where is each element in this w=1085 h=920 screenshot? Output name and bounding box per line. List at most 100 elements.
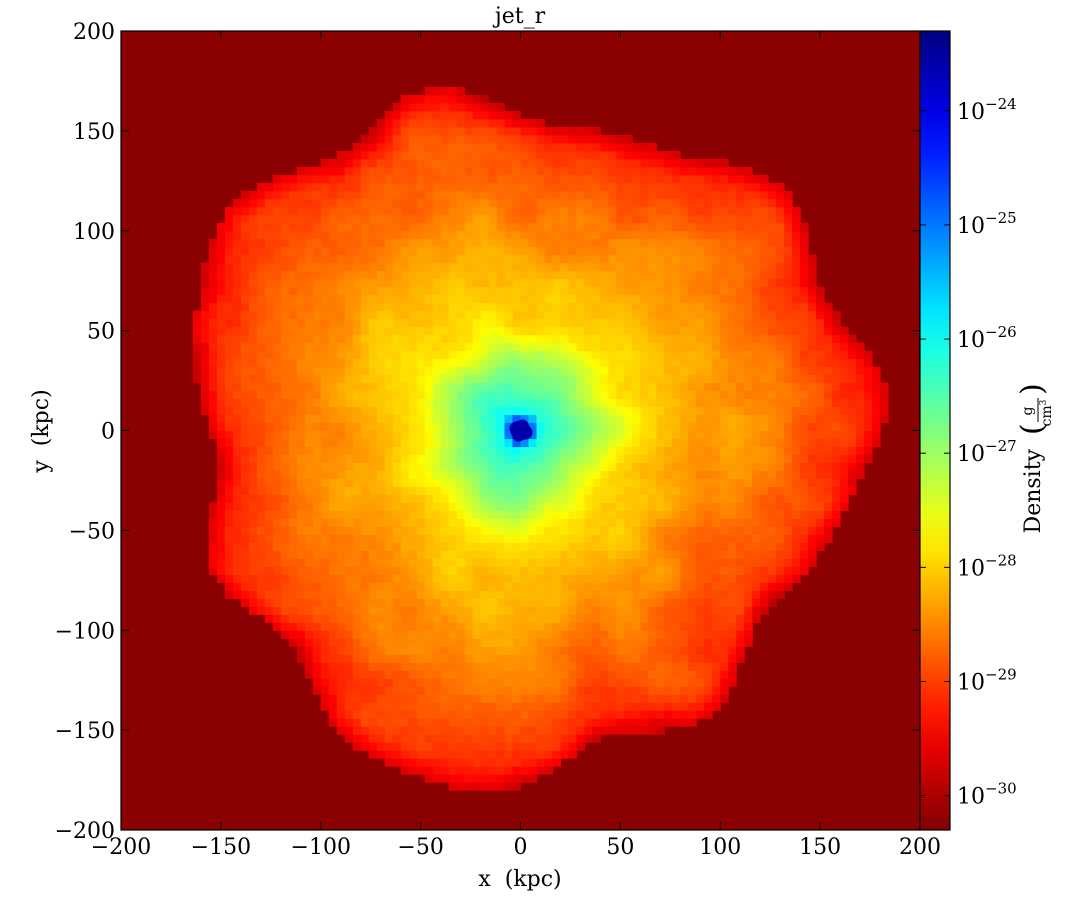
heatmap-cell bbox=[368, 246, 378, 256]
heatmap-cell bbox=[216, 254, 226, 264]
heatmap-cell bbox=[568, 598, 578, 607]
heatmap-cell bbox=[496, 566, 506, 575]
heatmap-cell bbox=[624, 574, 633, 583]
heatmap-cell bbox=[672, 702, 681, 711]
heatmap-cell bbox=[504, 622, 514, 631]
heatmap-cell bbox=[320, 502, 330, 511]
heatmap-cell bbox=[280, 206, 290, 216]
heatmap-cell bbox=[496, 222, 506, 232]
heatmap-cell bbox=[528, 414, 538, 424]
heatmap-cell bbox=[472, 414, 482, 424]
heatmap-cell bbox=[240, 430, 250, 440]
heatmap-cell bbox=[280, 334, 290, 344]
heatmap-cell bbox=[464, 494, 474, 504]
heatmap-cell bbox=[656, 630, 665, 639]
heatmap-cell bbox=[360, 366, 370, 376]
heatmap-cell bbox=[728, 254, 737, 264]
heatmap-cell bbox=[368, 646, 378, 655]
heatmap-cell bbox=[424, 710, 434, 719]
heatmap-cell bbox=[360, 654, 370, 663]
heatmap-cell bbox=[536, 222, 546, 232]
heatmap-cell bbox=[488, 606, 498, 615]
heatmap-cell bbox=[280, 470, 290, 480]
heatmap-cell bbox=[560, 294, 570, 304]
heatmap-cell bbox=[504, 646, 514, 655]
heatmap-cell bbox=[224, 366, 234, 376]
heatmap-cell bbox=[416, 422, 426, 432]
heatmap-cell bbox=[568, 382, 578, 392]
heatmap-cell bbox=[680, 310, 689, 320]
heatmap-cell bbox=[368, 134, 378, 144]
heatmap-cell bbox=[616, 334, 625, 344]
heatmap-cell bbox=[584, 590, 594, 599]
heatmap-cell bbox=[512, 574, 522, 583]
heatmap-cell bbox=[600, 694, 609, 703]
heatmap-cell bbox=[720, 318, 729, 328]
heatmap-cell bbox=[400, 278, 410, 288]
heatmap-cell bbox=[288, 230, 298, 240]
heatmap-cell bbox=[464, 454, 474, 464]
heatmap-cell bbox=[432, 134, 442, 144]
heatmap-cell bbox=[400, 318, 410, 328]
heatmap-cell bbox=[496, 662, 506, 671]
heatmap-cell bbox=[264, 270, 274, 280]
heatmap-cell bbox=[536, 702, 546, 711]
heatmap-cell bbox=[496, 238, 506, 248]
heatmap-cell bbox=[320, 294, 330, 304]
heatmap-cell bbox=[728, 486, 737, 496]
heatmap-cell bbox=[448, 726, 458, 735]
heatmap-cell bbox=[240, 190, 250, 200]
heatmap-cell bbox=[592, 158, 601, 168]
heatmap-cell bbox=[640, 414, 649, 424]
heatmap-cell bbox=[312, 190, 322, 200]
heatmap-cell bbox=[248, 382, 258, 392]
heatmap-cell bbox=[328, 550, 338, 559]
heatmap-cell bbox=[272, 430, 282, 440]
heatmap-cell bbox=[640, 310, 649, 320]
heatmap-cell bbox=[256, 566, 266, 575]
heatmap-cell bbox=[264, 574, 274, 583]
heatmap-cell bbox=[432, 358, 442, 368]
heatmap-cell bbox=[432, 150, 442, 160]
heatmap-cell bbox=[616, 646, 625, 655]
heatmap-cell bbox=[360, 302, 370, 312]
heatmap-cell bbox=[696, 566, 705, 575]
heatmap-cell bbox=[496, 286, 506, 296]
heatmap-cell bbox=[736, 190, 745, 200]
heatmap-cell bbox=[576, 678, 586, 687]
heatmap-cell bbox=[528, 286, 538, 296]
heatmap-cell bbox=[288, 630, 298, 639]
heatmap-cell bbox=[440, 774, 450, 783]
heatmap-cell bbox=[704, 710, 713, 719]
heatmap-cell bbox=[592, 366, 601, 376]
heatmap-cell bbox=[728, 230, 737, 240]
heatmap-cell bbox=[488, 174, 498, 184]
heatmap-cell bbox=[648, 710, 657, 719]
heatmap-cell bbox=[552, 366, 562, 376]
heatmap-cell bbox=[480, 350, 490, 360]
heatmap-cell bbox=[304, 294, 314, 304]
heatmap-cell bbox=[592, 542, 601, 551]
heatmap-cell bbox=[408, 678, 418, 687]
heatmap-cell bbox=[568, 462, 578, 472]
heatmap-cell bbox=[520, 374, 530, 384]
heatmap-cell bbox=[240, 238, 250, 248]
heatmap-cell bbox=[568, 238, 578, 248]
heatmap-cell bbox=[376, 414, 386, 424]
heatmap-cell bbox=[648, 526, 657, 535]
heatmap-cell bbox=[264, 342, 274, 352]
heatmap-cell bbox=[272, 606, 282, 615]
heatmap-cell bbox=[432, 558, 442, 567]
heatmap-cell bbox=[240, 534, 250, 543]
heatmap-cell bbox=[312, 278, 322, 288]
heatmap-cell bbox=[520, 286, 530, 296]
heatmap-cell bbox=[536, 694, 546, 703]
heatmap-cell bbox=[472, 382, 482, 392]
heatmap-cell bbox=[216, 534, 226, 543]
heatmap-cell bbox=[576, 270, 586, 280]
heatmap-cell bbox=[280, 606, 290, 615]
heatmap-cell bbox=[560, 646, 570, 655]
heatmap-cell bbox=[312, 502, 322, 511]
heatmap-cell bbox=[352, 254, 362, 264]
heatmap-cell bbox=[424, 446, 434, 456]
